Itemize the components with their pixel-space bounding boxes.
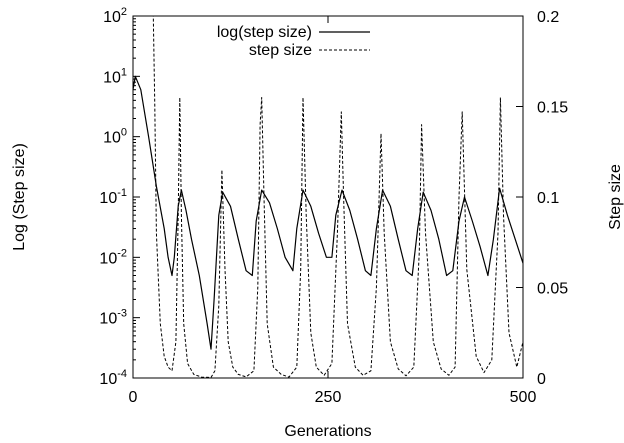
y-left-tick-label: 10-2 bbox=[99, 247, 127, 267]
y-left-tick-label: 10-4 bbox=[99, 368, 127, 388]
y-right-axis-label: Step size bbox=[607, 164, 624, 230]
y-left-tick-label: 100 bbox=[103, 127, 127, 147]
x-tick-label: 250 bbox=[315, 389, 342, 406]
y-right-tick-label: 0.15 bbox=[537, 100, 568, 117]
y-left-tick-label: 101 bbox=[103, 66, 127, 86]
legend: log(step size) step size bbox=[217, 24, 370, 59]
y-right-tick-label: 0.2 bbox=[537, 9, 559, 26]
y-left-axis-label: Log (Step size) bbox=[11, 143, 28, 251]
y-right-tick-label: 0.05 bbox=[537, 281, 568, 298]
y-left-tick-label: 10-3 bbox=[99, 308, 127, 328]
y-left-tick-label: 102 bbox=[103, 6, 127, 26]
x-axis-label: Generations bbox=[284, 423, 371, 440]
y-right-tick-label: 0 bbox=[537, 371, 546, 388]
series-line-step-size bbox=[150, 16, 523, 378]
ticks: 102 101 100 10-1 10-2 10-3 10-4 0.2 0.15 0.1 0.05 0… bbox=[99, 6, 568, 406]
legend-label-step-size: step size bbox=[249, 42, 312, 59]
x-tick-label: 0 bbox=[129, 389, 138, 406]
series bbox=[133, 16, 523, 378]
y-right-tick-label: 0.1 bbox=[537, 190, 559, 207]
legend-label-log-step-size: log(step size) bbox=[217, 24, 312, 41]
series-line-log-step-size bbox=[133, 75, 523, 350]
y-left-tick-label: 10-1 bbox=[99, 187, 127, 207]
x-tick-label: 500 bbox=[510, 389, 537, 406]
